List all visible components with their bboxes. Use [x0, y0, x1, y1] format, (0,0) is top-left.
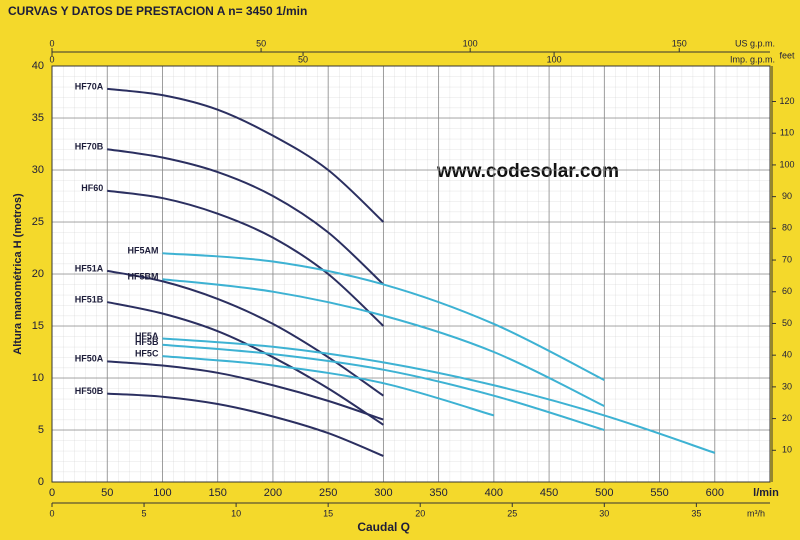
right-tick-label: 10	[782, 445, 792, 455]
y-tick-label: 30	[32, 164, 44, 176]
x-tick-label: 550	[650, 487, 668, 499]
pump-curve	[162, 252, 605, 381]
x-tick-label: 100	[153, 487, 171, 499]
right-tick-label: 40	[782, 350, 792, 360]
x-unit-label: l/min	[753, 487, 779, 499]
curve-label: HF70B	[75, 142, 104, 152]
axis-unit: US g.p.m.	[735, 38, 775, 48]
curve-label: HF5A	[135, 331, 159, 341]
y-tick-label: 20	[32, 268, 44, 280]
curve-label: HF50B	[75, 386, 104, 396]
curve-label: HF5BM	[127, 272, 158, 282]
curve-label: HF60	[81, 183, 103, 193]
pump-curve	[162, 278, 605, 407]
axis-unit: m³/h	[747, 508, 765, 518]
pump-curve	[107, 360, 384, 421]
curve-label: HF5C	[135, 349, 159, 359]
curve-label: HF51B	[75, 294, 104, 304]
right-tick-label: 100	[779, 159, 794, 169]
y-tick-label: 10	[32, 372, 44, 384]
secondary-tick-label: 100	[463, 38, 478, 48]
curve-label: HF5AM	[127, 246, 158, 256]
secondary-tick-label: 20	[415, 508, 425, 518]
right-tick-label: 30	[782, 381, 792, 391]
secondary-tick-label: 50	[256, 38, 266, 48]
x-tick-label: 400	[485, 487, 503, 499]
right-tick-label: 110	[780, 128, 794, 138]
y-tick-label: 5	[38, 424, 44, 436]
x-tick-label: 150	[209, 487, 227, 499]
plot-frame	[51, 65, 771, 483]
secondary-tick-label: 35	[691, 508, 701, 518]
x-tick-label: 450	[540, 487, 558, 499]
x-axis-label: Caudal Q	[357, 520, 410, 534]
secondary-tick-label: 5	[142, 508, 147, 518]
secondary-tick-label: 30	[599, 508, 609, 518]
curve-label: HF5B	[135, 337, 159, 347]
secondary-tick-label: 50	[298, 54, 308, 64]
axis-unit: feet	[779, 50, 795, 60]
y-tick-label: 15	[32, 320, 44, 332]
chart-title: CURVAS Y DATOS DE PRESTACION A n= 3450 1…	[8, 4, 307, 18]
curve-label: HF50A	[75, 354, 104, 364]
axis-unit: Imp. g.p.m.	[730, 54, 775, 64]
x-tick-label: 300	[374, 487, 392, 499]
y-tick-label: 25	[32, 216, 44, 228]
x-tick-label: 200	[264, 487, 282, 499]
secondary-tick-label: 150	[672, 38, 687, 48]
right-tick-label: 120	[779, 96, 794, 106]
pump-curve	[107, 87, 385, 223]
x-tick-label: 500	[595, 487, 613, 499]
pump-curve	[162, 337, 716, 454]
y-tick-label: 40	[32, 60, 44, 72]
right-tick-label: 80	[782, 223, 792, 233]
pump-curve	[162, 355, 495, 417]
right-tick-label: 70	[782, 254, 792, 264]
right-tick-label: 50	[782, 318, 792, 328]
x-tick-label: 50	[101, 487, 113, 499]
secondary-tick-label: 25	[507, 508, 517, 518]
secondary-tick-label: 0	[49, 508, 54, 518]
x-tick-label: 350	[429, 487, 447, 499]
right-tick-label: 20	[782, 413, 792, 423]
right-tick-label: 60	[782, 286, 792, 296]
watermark: www.codesolar.com	[436, 161, 619, 182]
x-tick-label: 0	[49, 487, 55, 499]
secondary-tick-label: 0	[49, 38, 54, 48]
pump-curve	[107, 189, 385, 327]
pump-curve	[162, 343, 605, 431]
secondary-tick-label: 0	[49, 54, 54, 64]
secondary-tick-label: 100	[547, 54, 562, 64]
x-tick-label: 250	[319, 487, 337, 499]
right-tick-label: 90	[782, 191, 792, 201]
secondary-tick-label: 15	[323, 508, 333, 518]
x-tick-label: 600	[706, 487, 724, 499]
y-tick-label: 0	[38, 476, 44, 488]
y-tick-label: 35	[32, 112, 44, 124]
secondary-tick-label: 10	[231, 508, 241, 518]
curve-label: HF70A	[75, 81, 104, 91]
pump-curve	[107, 148, 385, 286]
y-axis-label: Altura manométrica H (metros)	[12, 193, 24, 355]
curve-label: HF51A	[75, 263, 104, 273]
pump-curve	[107, 392, 384, 457]
